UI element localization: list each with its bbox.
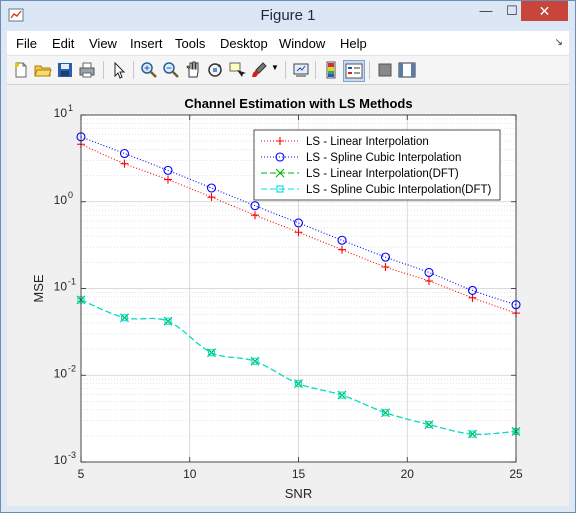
y-tick-label: 10 [54,366,68,380]
menu-desktop[interactable]: Desktop [220,36,268,51]
data-point-series-1 [425,277,433,286]
y-tick-exponent: -2 [68,363,76,373]
data-point-series-4 [251,357,259,365]
y-tick-label: 10 [54,280,68,294]
menu-file[interactable]: File [16,36,37,51]
brush-dropdown-arrow-icon[interactable]: ▼ [271,63,279,72]
menu-help[interactable]: Help [340,36,367,51]
legend-label-3: LS - Linear Interpolation(DFT) [306,168,459,180]
data-point-series-2 [163,165,173,175]
zoom-out-icon[interactable] [161,60,181,80]
menu-window[interactable]: Window [279,36,326,51]
toolbar-separator [315,61,316,79]
menu-bar: File Edit View Insert Tools Desktop Wind… [7,31,569,56]
data-point-series-2 [424,267,434,278]
link-plot-icon[interactable] [291,60,311,80]
legend-marker-4 [276,185,284,193]
data-cursor-icon[interactable] [227,60,247,80]
maximize-button[interactable]: ☐ [506,3,518,18]
show-plot-tools-icon[interactable] [397,60,417,80]
y-tick-label: 10 [54,106,68,120]
data-point-series-2 [119,148,130,159]
data-point-series-1 [120,159,129,168]
x-tick-label: 10 [183,467,197,481]
data-point-series-1 [381,262,390,271]
y-tick-label: 10 [54,453,68,467]
series-line-4 [80,299,517,435]
y-tick-exponent: 1 [68,103,73,113]
data-point-series-1 [207,193,216,202]
toolbar-separator [133,61,134,79]
y-tick-exponent: -1 [68,277,76,287]
chart-title: Channel Estimation with LS Methods [184,96,412,111]
close-button[interactable]: ✕ [521,1,568,21]
x-tick-label: 20 [401,467,415,481]
matlab-figure-icon [8,8,24,22]
legend-icon[interactable] [343,60,365,82]
legend-label-4: LS - Spline Cubic Interpolation(DFT) [306,184,492,196]
figure-canvas[interactable]: 5 10 15 20 25 10 1 10 0 10 -1 10 -2 10 -3 Channel Estim… [7,85,569,506]
legend-marker-1 [276,137,284,145]
data-point-series-4 [294,380,303,388]
window-title: Figure 1 [260,7,316,24]
data-point-series-4 [207,349,216,357]
pointer-icon[interactable] [109,60,129,80]
data-point-series-2 [337,235,347,245]
print-icon[interactable] [77,60,97,80]
toolbar-separator [369,61,370,79]
data-point-series-2 [293,218,304,228]
data-point-series-4 [468,430,477,438]
open-file-icon[interactable] [33,60,53,80]
series-line-2 [80,136,517,306]
data-point-series-1 [164,175,172,184]
toolbar-separator [103,61,104,79]
x-axis-label: SNR [285,486,312,501]
legend-box[interactable] [253,129,501,201]
pan-icon[interactable] [183,60,203,80]
zoom-in-icon[interactable] [139,60,159,80]
data-point-series-2 [206,183,217,193]
menu-tools[interactable]: Tools [175,36,206,51]
x-tick-label: 25 [509,467,523,481]
hide-plot-tools-icon[interactable] [375,60,395,80]
x-tick-label: 15 [292,467,306,481]
menu-edit[interactable]: Edit [52,36,75,51]
data-point-series-1 [468,293,477,302]
y-tick-exponent: -3 [68,450,76,460]
brush-icon[interactable] [249,60,269,80]
data-point-series-1 [251,211,259,220]
x-tick-label: 5 [78,467,85,481]
new-figure-icon[interactable] [11,60,31,80]
data-point-series-4 [425,421,433,429]
data-point-series-4 [164,317,172,325]
title-bar[interactable]: Figure 1 — ☐ ✕ [1,1,575,31]
minimize-button[interactable]: — [479,3,493,18]
data-point-series-4 [120,314,129,322]
data-point-series-2 [380,252,391,262]
data-point-series-4 [338,391,346,399]
rotate-3d-icon[interactable] [205,60,225,80]
menu-view[interactable]: View [89,36,117,51]
figure-toolbar: ▼ [7,56,569,85]
y-tick-exponent: 0 [68,190,73,200]
save-icon[interactable] [55,60,75,80]
colorbar-icon[interactable] [321,60,341,80]
data-point-series-1 [338,245,346,254]
data-point-series-4 [381,409,390,417]
data-point-series-2 [467,285,478,295]
toolbar-separator [285,61,286,79]
legend-marker-3 [275,168,285,178]
menu-insert[interactable]: Insert [130,36,163,51]
data-point-series-2 [250,201,260,211]
legend-label-1: LS - Linear Interpolation [306,136,429,148]
y-axis-label: MSE [31,274,46,303]
dock-arrow-icon[interactable]: ↘ [554,37,563,48]
data-point-series-1 [294,228,303,237]
y-tick-label: 10 [54,193,68,207]
legend-label-2: LS - Spline Cubic Interpolation [306,152,461,164]
legend-marker-2 [275,152,285,162]
